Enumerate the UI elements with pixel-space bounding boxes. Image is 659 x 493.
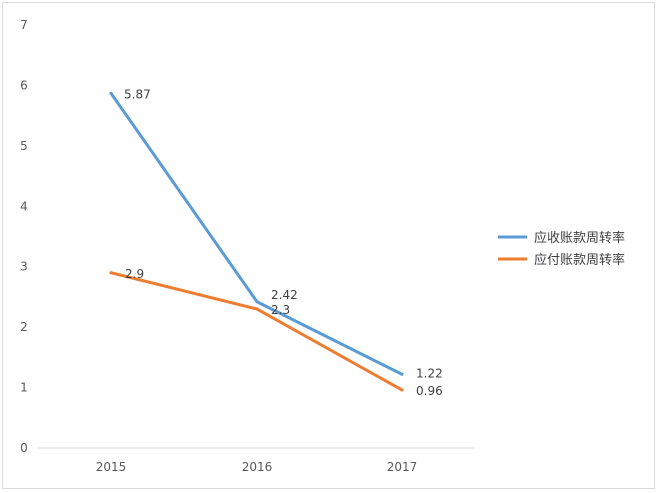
data-label: 1.22	[416, 366, 443, 380]
y-tick-label: 4	[20, 199, 28, 213]
data-labels: 5.87 2.42 1.22 2.9 2.3 0.96	[124, 87, 443, 398]
x-tick-label: 2016	[242, 460, 273, 474]
legend-label-2: 应付账款周转率	[534, 252, 625, 268]
legend-label-1: 应收账款周转率	[534, 230, 625, 246]
series-lines	[109, 91, 404, 392]
y-tick-label: 3	[20, 260, 28, 274]
data-point	[400, 388, 404, 392]
data-label: 2.42	[271, 288, 298, 302]
x-tick-label: 2017	[387, 460, 418, 474]
data-point	[255, 307, 259, 311]
data-label: 0.96	[416, 384, 443, 398]
y-tick-label: 7	[20, 18, 28, 32]
x-tick-label: 2015	[96, 460, 127, 474]
data-label: 5.87	[124, 87, 151, 101]
y-tick-label: 0	[20, 441, 28, 455]
series-line-2	[109, 271, 404, 392]
data-label: 2.3	[271, 303, 290, 317]
y-tick-label: 1	[20, 381, 28, 395]
y-axis-ticks: 0 1 2 3 4 5 6 7	[20, 18, 28, 455]
data-label: 2.9	[125, 267, 144, 281]
data-point	[400, 372, 404, 376]
y-tick-label: 5	[20, 139, 28, 153]
chart-frame	[2, 2, 655, 489]
y-tick-label: 6	[20, 78, 28, 92]
y-tick-label: 2	[20, 320, 28, 334]
x-axis-ticks: 2015 2016 2017	[96, 460, 418, 474]
series-line-1	[109, 91, 404, 376]
data-point	[109, 271, 113, 275]
data-point	[109, 91, 113, 95]
data-point	[255, 300, 259, 304]
